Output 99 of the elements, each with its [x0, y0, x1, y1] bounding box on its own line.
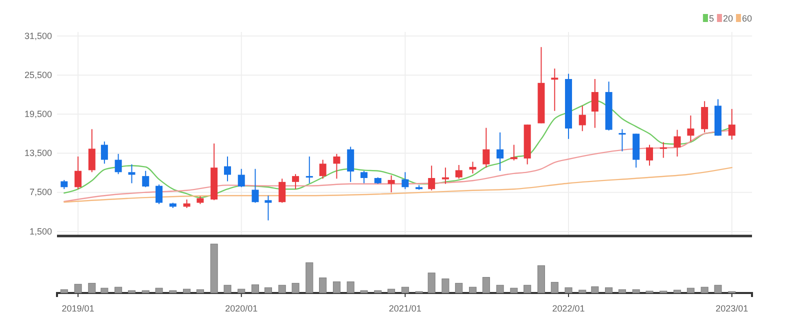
candlestick: [292, 174, 300, 190]
candlestick: [428, 165, 436, 191]
candlestick: [591, 78, 598, 128]
x-tick-label: 2021/01: [388, 303, 422, 314]
candlestick: [347, 146, 354, 182]
bar: [332, 281, 340, 294]
legend-label: 60: [742, 14, 752, 24]
bar: [564, 287, 572, 294]
y-tick-label: 25,500: [24, 70, 52, 80]
candlestick: [646, 144, 654, 166]
bar: [183, 288, 191, 294]
candlestick: [333, 153, 340, 180]
candlestick: [728, 108, 736, 140]
bar: [264, 287, 272, 294]
candlestick: [551, 68, 558, 112]
bar: [374, 290, 382, 294]
bar: [292, 282, 300, 294]
bar: [278, 284, 286, 294]
bar: [114, 286, 122, 294]
bar: [700, 286, 708, 294]
candlestick: [496, 132, 504, 172]
bar: [60, 289, 68, 294]
bar: [686, 288, 694, 294]
line-series: [64, 166, 732, 203]
candlestick: [687, 114, 694, 142]
bar: [442, 278, 450, 294]
bar: [155, 288, 163, 294]
bar: [591, 286, 599, 294]
candlestick: [469, 161, 476, 174]
bar: [455, 282, 463, 294]
bar: [224, 284, 232, 294]
bar: [360, 290, 368, 294]
candlestick: [128, 164, 136, 184]
bar: [169, 290, 177, 294]
bar: [388, 288, 396, 294]
candlestick: [142, 170, 150, 188]
x-tick-label: 2020/01: [225, 303, 258, 314]
bar: [618, 289, 626, 294]
candlestick: [388, 174, 395, 193]
bar: [510, 288, 518, 294]
bar: [428, 272, 436, 294]
bar: [346, 281, 354, 294]
candlestick: [60, 179, 68, 190]
bar: [319, 278, 327, 294]
bar: [210, 244, 218, 294]
candlestick: [264, 195, 272, 221]
bar: [632, 289, 640, 294]
candlestick: [88, 128, 96, 173]
candlestick: [455, 164, 462, 180]
candlestick: [306, 156, 313, 184]
bar: [537, 265, 545, 294]
bar: [482, 277, 490, 294]
bar: [524, 284, 532, 294]
y-tick-label: 1,500: [29, 226, 52, 236]
x-tick-label: 2023/01: [716, 303, 748, 314]
bar: [674, 290, 682, 294]
bar: [605, 287, 613, 294]
candlestick: [252, 168, 259, 204]
bar: [74, 284, 82, 294]
bar: [714, 284, 722, 294]
x-tick-label: 2019/01: [62, 303, 94, 314]
candlestick: [319, 159, 326, 180]
bar: [468, 286, 476, 294]
candlestick: [674, 129, 681, 158]
bar: [496, 284, 504, 294]
bar: [550, 282, 558, 294]
candlestick: [510, 144, 518, 161]
candlestick: [442, 167, 449, 184]
candlestick: [360, 170, 368, 184]
candlestick: [156, 184, 163, 205]
y-tick-label: 19,500: [24, 109, 52, 120]
legend-label: 20: [722, 14, 733, 24]
bar: [238, 288, 246, 294]
candlestick: [482, 127, 490, 168]
bar: [578, 290, 586, 294]
legend-label: 5: [708, 14, 714, 24]
bar: [306, 262, 314, 294]
x-tick-label: 2022/01: [552, 303, 585, 314]
candlestick: [114, 153, 122, 175]
y-tick-label: 7,500: [29, 187, 52, 198]
y-tick-label: 13,500: [24, 148, 52, 158]
candlestick: [100, 141, 108, 164]
candlestick: [660, 142, 667, 158]
bar: [128, 290, 136, 294]
candlestick: [238, 168, 245, 188]
bar: [401, 286, 409, 294]
candlestick: [701, 100, 708, 133]
candlestick: [578, 105, 586, 132]
candlestick: [224, 156, 232, 182]
candlestick: [402, 172, 409, 190]
y-tick-label: 31,500: [24, 30, 52, 41]
bar: [196, 289, 204, 294]
candlestick: [278, 178, 286, 204]
bar: [252, 284, 259, 294]
bar: [88, 282, 96, 294]
candlestick: [74, 156, 82, 190]
candlestick: [618, 128, 626, 152]
bar: [100, 288, 108, 294]
bar: [142, 290, 150, 294]
